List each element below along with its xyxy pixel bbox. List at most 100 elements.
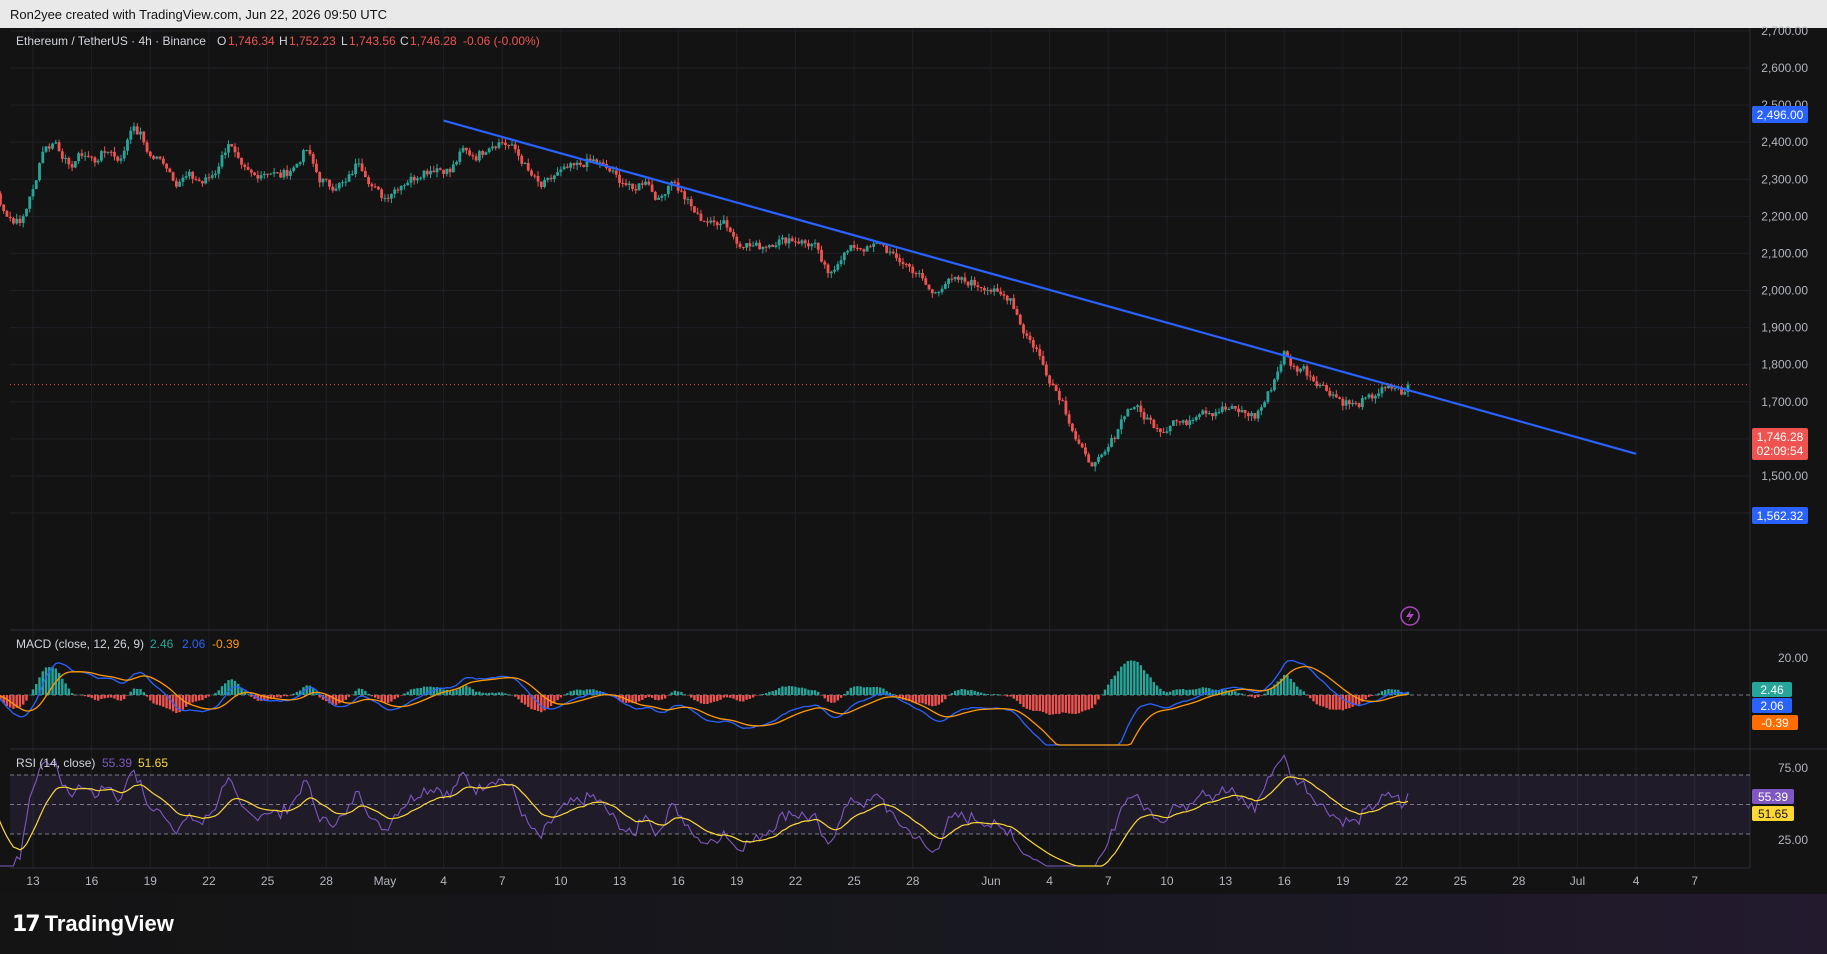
candle-body [31,189,35,197]
candle-body [579,162,582,165]
macd-histogram-bar [0,695,2,700]
rsi-ma-value: 51.65 [138,756,168,770]
macd-histogram-bar [986,694,989,695]
macd-histogram-bar [569,691,572,695]
candle-body [963,277,967,282]
candle-body [996,288,999,292]
macd-histogram-bar [116,695,119,701]
macd-histogram-bar [110,695,113,698]
macd-histogram-bar [1136,661,1139,695]
macd-histogram-bar [152,695,155,704]
candle-body [197,179,201,182]
candle-body [855,247,859,249]
candle-body [370,184,374,187]
macd-histogram-bar [944,695,947,700]
candle-body [1227,409,1231,411]
candle-body [1136,405,1139,408]
candle-body [458,151,462,163]
macd-histogram-bar [1348,695,1351,709]
macd-histogram-bar [1107,684,1110,695]
candle-body [650,184,654,192]
candle-body [601,162,605,164]
macd-histogram-bar [1168,691,1172,695]
candle-body [728,227,732,232]
macd-histogram-bar [680,692,683,695]
macd-histogram-bar [830,695,833,703]
macd-histogram-bar [1234,691,1237,695]
candle-body [966,281,970,286]
macd-histogram-bar [1097,695,1100,700]
c-label: C [400,34,409,48]
macd-histogram-bar [373,695,377,698]
candle-body [895,253,898,259]
candle-body [409,176,413,183]
candle-body [1361,397,1364,408]
macd-line [0,659,1409,746]
candle-body [328,179,331,187]
candle-body [165,163,168,169]
macd-histogram-bar [667,695,670,696]
candle-body [1403,391,1407,395]
macd-histogram-bar [996,694,999,695]
macd-histogram-bar [1054,695,1058,714]
candle-body [1057,390,1061,401]
macd-histogram-bar [1051,695,1055,715]
candle-body [943,284,947,289]
macd-histogram-bar [70,693,74,695]
macd-histogram-bar [158,695,162,706]
macd-pane [0,659,1750,746]
macd-histogram-bar [1064,695,1068,713]
macd-histogram-bar [1162,691,1165,695]
macd-histogram-bar [494,693,497,695]
candle-body [1282,351,1286,365]
candle-body [484,152,488,155]
macd-histogram-bar [1204,687,1208,695]
trendline[interactable] [443,119,1637,455]
trendline-end-label: 1,562.32 [1757,509,1804,523]
macd-histogram-bar [790,686,794,695]
candle-body [539,181,543,188]
hist-badge [1752,715,1798,730]
candle-body [989,289,993,292]
candle-body [461,147,465,152]
candle-body [842,252,846,261]
candle-body [582,164,586,167]
macd-histogram-bar [810,690,813,695]
rsi-ma-badge-label: 51.65 [1758,807,1788,821]
candle-body [1276,371,1280,380]
candle-body [868,246,872,248]
macd-histogram-bar [654,695,657,700]
candle-body [429,170,432,175]
macd-histogram-bar [709,695,712,703]
candle-body [311,153,315,164]
candle-body [471,155,475,157]
macd-histogram-bar [1009,695,1012,697]
y-tick-label: 2,700.00 [1761,24,1808,38]
macd-histogram-bar [458,687,462,695]
tradingview-brand[interactable]: 17 TradingView [12,911,174,937]
x-tick-label: 7 [1105,874,1112,888]
candle-body [188,171,191,177]
candle-body [1064,400,1068,415]
macd-histogram-bar [28,694,31,696]
x-tick-label: 28 [320,874,334,888]
macd-histogram-bar [201,695,204,701]
candle-body [1054,385,1058,391]
lightning-icon[interactable] [1400,606,1420,626]
macd-histogram-bar [83,695,87,697]
candle-body [1292,365,1296,367]
c-value: 1,746.28 [410,34,457,48]
candle-body [699,213,703,221]
countdown-label: 02:09:54 [1757,444,1804,458]
candle-body [1214,412,1218,417]
x-axis[interactable]: 13 16 19 22 25 28 May 4 7 10 13 16 19 22 25 28 Jun 4 7 10 13… [26,874,1698,888]
macd-histogram-bar [1315,695,1318,705]
candle-body [227,144,230,153]
candle-body [979,286,983,288]
candle-body [647,181,651,185]
rsi-ma-line [0,776,1409,867]
macd-histogram-bar [1328,695,1332,710]
candle-body [1035,347,1038,350]
macd-histogram-bar [540,695,543,713]
